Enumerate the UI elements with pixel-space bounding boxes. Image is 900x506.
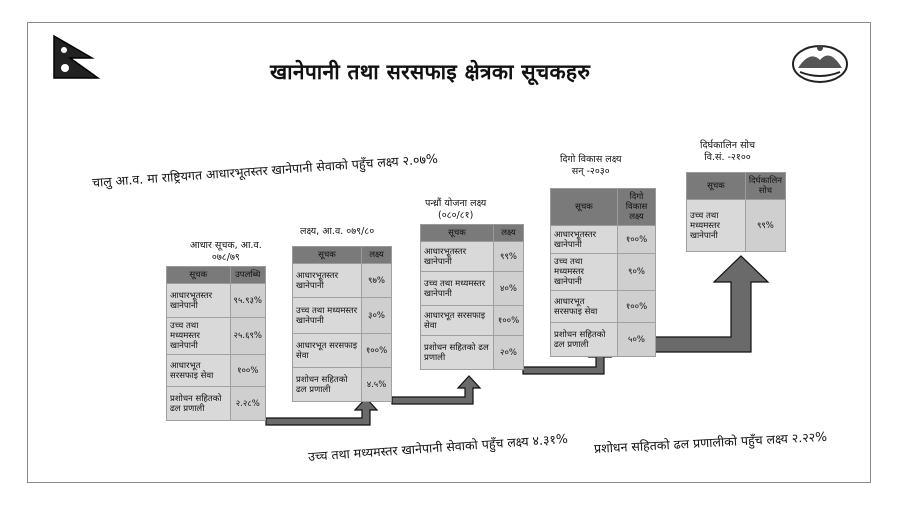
indicator-cell: उच्च तथा मध्यमस्तर खानेपानी	[550, 253, 618, 291]
column-header: सूचक	[686, 172, 746, 200]
indicator-cell: उच्च तथा मध्यमस्तर खानेपानी	[292, 297, 362, 334]
value-cell: ९९%	[493, 241, 524, 272]
column-header: सूचक	[550, 188, 618, 226]
value-cell: ९५.९३%	[229, 283, 267, 318]
indicator-table: सूचक लक्ष्य आधारभूतस्तर खानेपानी ९९% उच्च तथ…	[420, 224, 524, 370]
indicator-cell: उच्च तथा मध्यमस्तर खानेपानी	[420, 271, 494, 306]
column-header: दिगो विकास लक्ष्य	[617, 188, 656, 226]
indicator-cell: आधारभूतस्तर खानेपानी	[166, 283, 231, 318]
value-cell: ९०%	[617, 253, 656, 291]
table-row: आधारभूतस्तर खानेपानी १००%	[550, 225, 656, 254]
indicator-cell: आधारभूतस्तर खानेपानी	[420, 241, 494, 272]
indicator-cell: उच्च तथा मध्यमस्तर खानेपानी	[686, 199, 746, 252]
value-cell: ४.५%	[361, 367, 392, 402]
indicator-table: सूचक दिगो विकास लक्ष्य आधारभूतस्तर खानेपान…	[550, 188, 656, 357]
indicator-cell: प्रशोधन सहितको ढल प्रणाली	[166, 386, 231, 421]
value-cell: १००%	[493, 305, 524, 336]
table-row: आधारभूत सरसफाइ सेवा १००%	[550, 290, 656, 323]
block-label: पन्ध्रौं योजना लक्ष्य (०८०/८१)	[425, 198, 486, 222]
table-row: आधारभूत सरसफाइ सेवा १००%	[420, 305, 524, 336]
table-row: उच्च तथा मध्यमस्तर खानेपानी २५.६९%	[166, 317, 267, 355]
value-cell: २०%	[493, 335, 524, 370]
block-label-line: (०८०/८१)	[437, 210, 474, 221]
table-row: प्रशोधन सहितको ढल प्रणाली २.२८%	[166, 386, 267, 421]
indicator-table: सूचक उपलब्धि आधारभूतस्तर खानेपानी ९५.९३% उच्…	[166, 266, 267, 421]
table-row: उच्च तथा मध्यमस्तर खानेपानी ९०%	[550, 253, 656, 291]
table-row: आधारभूतस्तर खानेपानी ९५.९३%	[166, 283, 267, 318]
indicator-cell: प्रशोधन सहितको ढल प्रणाली	[292, 367, 362, 402]
value-cell: १००%	[617, 290, 656, 323]
column-header: सूचक	[292, 246, 362, 264]
value-cell: ३०%	[361, 297, 392, 334]
column-header: सूचक	[166, 266, 231, 284]
table-row: आधारभूतस्तर खानेपानी ९९%	[420, 241, 524, 272]
indicator-cell: आधारभूत सरसफाइ सेवा	[420, 305, 494, 336]
table-row: प्रशोधन सहितको ढल प्रणाली २०%	[420, 335, 524, 370]
column-header: लक्ष्य	[361, 246, 392, 264]
indicator-table: सूचक दिर्घकालिन सोच उच्च तथा मध्यमस्तर खान…	[686, 172, 787, 252]
value-cell: ९९%	[744, 199, 787, 252]
block-label: दिर्घकालिन सोच वि.सं. -२१००	[700, 140, 755, 164]
block-label: दिगो विकास लक्ष्य सन् -२०३०	[560, 154, 621, 178]
table-row: उच्च तथा मध्यमस्तर खानेपानी ३०%	[292, 297, 392, 334]
value-cell: १००%	[361, 333, 392, 368]
indicator-cell: आधारभूतस्तर खानेपानी	[550, 225, 618, 254]
indicator-cell: आधारभूत सरसफाइ सेवा	[166, 354, 231, 387]
indicator-cell: प्रशोधन सहितको ढल प्रणाली	[420, 335, 494, 370]
nepal-flag-icon	[53, 34, 100, 79]
indicator-cell: आधारभूत सरसफाइ सेवा	[550, 290, 618, 323]
table-row: आधारभूतस्तर खानेपानी ९७%	[292, 263, 392, 298]
value-cell: २५.६९%	[229, 317, 267, 355]
table-row: प्रशोधन सहितको ढल प्रणाली ४.५%	[292, 367, 392, 402]
table-row: प्रशोधन सहितको ढल प्रणाली ५०%	[550, 322, 656, 357]
page-title: खानेपानी तथा सरसफाइ क्षेत्रका सूचकहरु	[270, 60, 591, 84]
block-label-line: पन्ध्रौं योजना लक्ष्य	[425, 198, 487, 209]
indicator-table: सूचक लक्ष्य आधारभूतस्तर खानेपानी ९७% उच्च तथ…	[292, 246, 392, 402]
table-row: आधारभूत सरसफाइ सेवा १००%	[166, 354, 267, 387]
indicator-cell: आधारभूतस्तर खानेपानी	[292, 263, 362, 298]
block-label-line: वि.सं. -२१००	[704, 152, 751, 163]
value-cell: ९७%	[361, 263, 392, 298]
value-cell: ५०%	[617, 322, 656, 357]
government-emblem-icon	[792, 45, 848, 83]
table-row: आधारभूत सरसफाइ सेवा १००%	[292, 333, 392, 368]
value-cell: २.२८%	[229, 386, 267, 421]
block-label-line: ०७८/७९	[211, 252, 240, 263]
block-label-line: सन् -२०३०	[571, 166, 610, 177]
value-cell: ४०%	[493, 271, 524, 306]
column-header: उपलब्धि	[229, 266, 267, 284]
column-header: लक्ष्य	[493, 224, 524, 242]
column-header: सूचक	[420, 224, 494, 242]
table-row: उच्च तथा मध्यमस्तर खानेपानी ४०%	[420, 271, 524, 306]
block-label-line: लक्ष्य, आ.व. ०७९/८०	[300, 226, 375, 237]
table-row: उच्च तथा मध्यमस्तर खानेपानी ९९%	[686, 199, 787, 252]
column-header: दिर्घकालिन सोच	[744, 172, 787, 200]
indicator-cell: आधारभूत सरसफाइ सेवा	[292, 333, 362, 368]
block-label-line: दिगो विकास लक्ष्य	[560, 154, 622, 165]
indicator-cell: प्रशोधन सहितको ढल प्रणाली	[550, 322, 618, 357]
block-label: लक्ष्य, आ.व. ०७९/८०	[300, 226, 374, 238]
value-cell: १००%	[617, 225, 656, 254]
block-label-line: आधार सूचक, आ.व.	[190, 240, 262, 251]
value-cell: १००%	[229, 354, 267, 387]
slide-frame	[27, 22, 871, 483]
block-label: आधार सूचक, आ.व. ०७८/७९	[190, 240, 262, 264]
block-label-line: दिर्घकालिन सोच	[700, 140, 755, 151]
indicator-cell: उच्च तथा मध्यमस्तर खानेपानी	[166, 317, 231, 355]
